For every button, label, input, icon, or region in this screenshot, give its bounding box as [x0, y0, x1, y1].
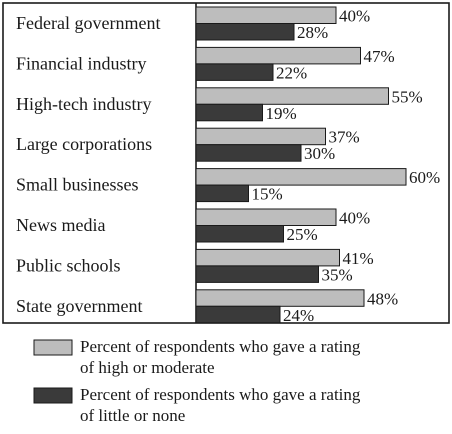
legend: Percent of respondents who gave a rating… — [33, 337, 361, 425]
bar-high-moderate — [195, 289, 365, 307]
category-label: High-tech industry — [16, 94, 151, 114]
value-label: 35% — [322, 265, 353, 284]
legend-label: Percent of respondents who gave a rating — [80, 337, 361, 356]
value-label: 15% — [252, 185, 283, 204]
category-label: State government — [16, 296, 142, 316]
bars — [195, 6, 407, 324]
value-label: 40% — [339, 209, 370, 228]
category-label: Small businesses — [16, 175, 139, 195]
value-label: 25% — [287, 225, 318, 244]
value-label: 40% — [339, 7, 370, 26]
bar-little-none — [195, 63, 274, 81]
value-labels: 40% 28% 47% 22% 55% 19% 37%30% 60% 15% 40% 25% 41%3… — [252, 7, 441, 325]
value-label: 48% — [367, 289, 398, 308]
category-label: Large corporations — [16, 134, 152, 154]
bar-little-none — [195, 23, 295, 41]
value-label: 41% — [343, 249, 374, 268]
category-label: Financial industry — [16, 53, 146, 73]
category-label: Public schools — [16, 255, 121, 275]
bar-high-moderate — [195, 248, 340, 267]
legend-label: of little or none — [80, 406, 185, 425]
legend-swatch-high-moderate — [33, 339, 73, 356]
legend-swatch-little-none — [33, 387, 73, 404]
legend-label: of high or moderate — [80, 358, 215, 377]
value-label: 24% — [283, 306, 314, 325]
value-label: 30% — [304, 144, 335, 163]
bar-high-moderate — [195, 46, 361, 65]
category-label: Federal government — [16, 13, 160, 33]
category-label: News media — [16, 215, 105, 235]
value-label: 47% — [364, 47, 395, 66]
bar-little-none — [195, 305, 281, 324]
bar-little-none — [195, 184, 249, 203]
category-labels: Federal government Financial industry High… — [16, 13, 160, 316]
bar-little-none — [195, 103, 263, 122]
value-label: 37% — [329, 128, 360, 147]
value-label: 22% — [276, 63, 307, 82]
bar-little-none — [195, 144, 302, 162]
value-label: 28% — [297, 23, 328, 42]
value-label: 55% — [392, 87, 423, 106]
legend-label: Percent of respondents who gave a rating — [80, 385, 361, 404]
bar-high-moderate — [195, 87, 389, 105]
bar-high-moderate — [195, 6, 337, 24]
bar-high-moderate — [195, 168, 407, 186]
bar-little-none — [195, 265, 319, 283]
value-label: 60% — [409, 168, 440, 187]
bar-little-none — [195, 225, 284, 243]
bar-high-moderate — [195, 208, 337, 226]
bar-high-moderate — [195, 127, 326, 146]
value-label: 19% — [266, 104, 297, 123]
